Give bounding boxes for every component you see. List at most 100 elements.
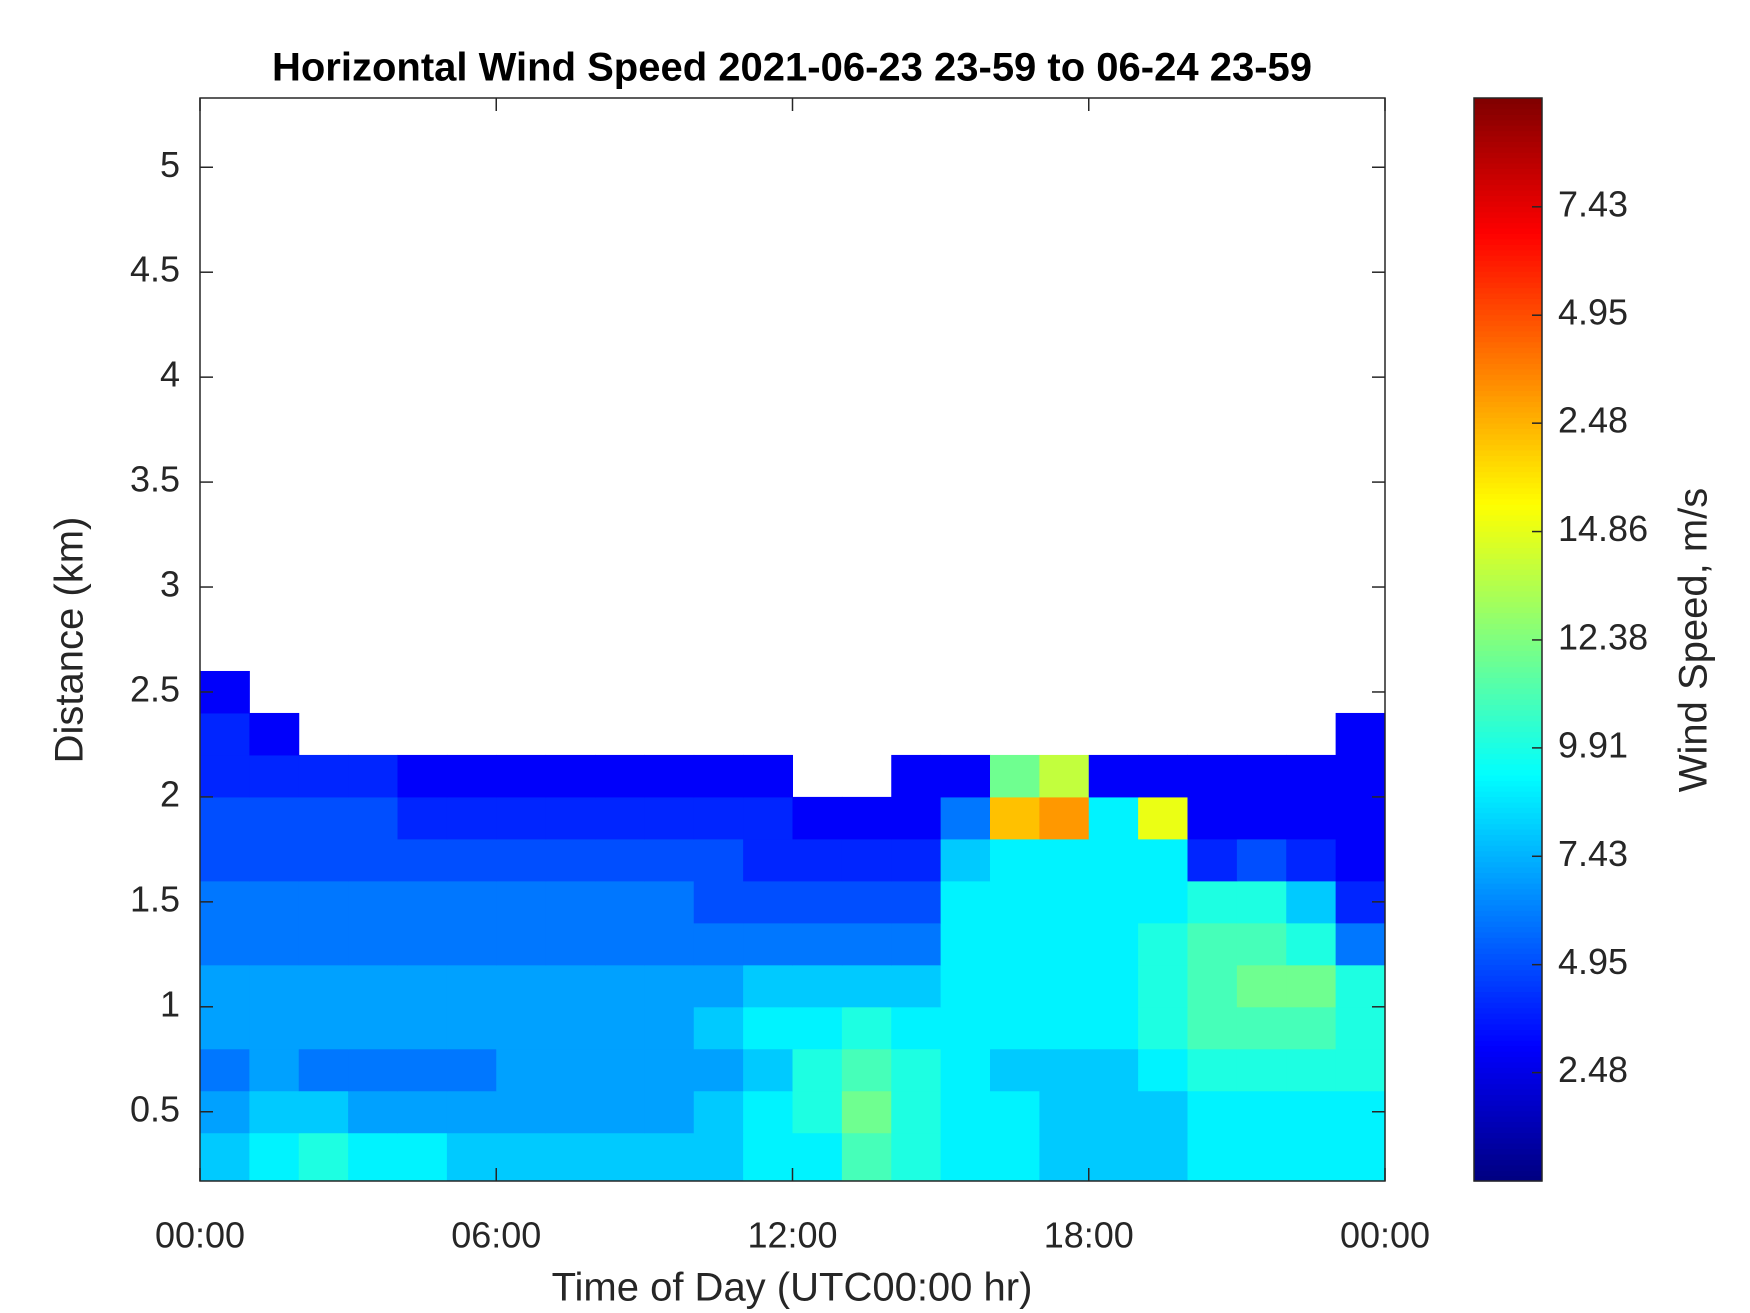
colorbar-segment xyxy=(1474,1143,1542,1150)
heatmap-cell xyxy=(298,964,349,1008)
colorbar-segment xyxy=(1474,986,1542,993)
colorbar-segment xyxy=(1474,623,1542,630)
colorbar-segment xyxy=(1474,969,1542,976)
heatmap-cell xyxy=(1138,1132,1188,1181)
heatmap-cell xyxy=(841,880,892,924)
heatmap-cell xyxy=(841,964,892,1008)
colorbar-segment xyxy=(1474,1078,1542,1085)
heatmap-cell xyxy=(792,1048,843,1092)
heatmap-cell xyxy=(1039,1090,1090,1134)
colorbar-segment xyxy=(1474,162,1542,169)
colorbar-segment xyxy=(1474,1029,1542,1036)
y-tick-label: 2.5 xyxy=(130,668,180,709)
heatmap-cell xyxy=(1335,712,1385,756)
heatmap-cell xyxy=(841,1048,892,1092)
heatmap-cell xyxy=(1039,964,1090,1008)
colorbar-segment xyxy=(1474,655,1542,662)
heatmap-cell xyxy=(990,796,1040,840)
heatmap-cell xyxy=(1335,1048,1385,1092)
heatmap-cell xyxy=(891,1006,942,1050)
colorbar-segment xyxy=(1474,996,1542,1003)
colorbar-segment xyxy=(1474,742,1542,749)
colorbar-segment xyxy=(1474,1002,1542,1009)
colorbar-segment xyxy=(1474,942,1542,949)
colorbar-segment xyxy=(1474,206,1542,213)
colorbar-segment xyxy=(1474,590,1542,597)
heatmap-cell xyxy=(249,922,300,966)
heatmap-cell xyxy=(397,838,448,882)
heatmap-cell xyxy=(841,838,892,882)
colorbar-segment xyxy=(1474,314,1542,321)
heatmap-cell xyxy=(1236,838,1287,882)
colorbar-segment xyxy=(1474,818,1542,825)
colorbar-segment xyxy=(1474,1164,1542,1171)
heatmap-cell xyxy=(1236,1048,1287,1092)
colorbar-segment xyxy=(1474,352,1542,359)
heatmap-cell xyxy=(891,796,942,840)
heatmap-cell xyxy=(397,1132,448,1181)
heatmap-cell xyxy=(891,922,942,966)
colorbar-segment xyxy=(1474,883,1542,890)
heatmap-cell xyxy=(595,1132,645,1181)
heatmap-cell xyxy=(1088,1090,1139,1134)
heatmap-cell xyxy=(496,838,547,882)
colorbar-segment xyxy=(1474,379,1542,386)
heatmap-cell xyxy=(545,922,596,966)
colorbar-segment xyxy=(1474,1007,1542,1014)
colorbar-segment xyxy=(1474,791,1542,798)
colorbar-segment xyxy=(1474,628,1542,635)
colorbar-segment xyxy=(1474,108,1542,115)
heatmap-cell xyxy=(298,754,349,798)
colorbar-segment xyxy=(1474,796,1542,803)
heatmap-cell xyxy=(249,838,300,882)
heatmap-cell xyxy=(545,1048,596,1092)
colorbar-segment xyxy=(1474,422,1542,429)
colorbar-segment xyxy=(1474,1088,1542,1095)
colorbar-segment xyxy=(1474,320,1542,327)
heatmap-cell xyxy=(1138,1090,1188,1134)
heatmap-cell xyxy=(595,1048,645,1092)
colorbar-tick-label: 12.38 xyxy=(1558,616,1648,657)
heatmap-cell xyxy=(1039,1048,1090,1092)
heatmap-cell xyxy=(644,1006,695,1050)
colorbar-segment xyxy=(1474,1175,1542,1182)
colorbar-segment xyxy=(1474,292,1542,299)
heatmap-cell xyxy=(1335,922,1385,966)
heatmap-cell xyxy=(644,1048,695,1092)
heatmap-cell xyxy=(990,880,1040,924)
heatmap-cell xyxy=(545,1132,596,1181)
colorbar-segment xyxy=(1474,780,1542,787)
heatmap-cell xyxy=(249,1006,300,1050)
colorbar-segment xyxy=(1474,579,1542,586)
heatmap-cell xyxy=(990,964,1040,1008)
heatmap-cell xyxy=(1187,1006,1238,1050)
colorbar-segment xyxy=(1474,991,1542,998)
heatmap-cell xyxy=(644,1132,695,1181)
colorbar-segment xyxy=(1474,574,1542,581)
heatmap-cell xyxy=(1039,796,1090,840)
x-tick-label: 00:00 xyxy=(155,1215,245,1256)
heatmap-cell xyxy=(1286,838,1337,882)
heatmap-cell xyxy=(1039,880,1090,924)
colorbar-segment xyxy=(1474,699,1542,706)
x-tick-label: 00:00 xyxy=(1340,1215,1430,1256)
colorbar-segment xyxy=(1474,731,1542,738)
colorbar-segment xyxy=(1474,558,1542,565)
heatmap-cell xyxy=(1236,922,1287,966)
colorbar-segment xyxy=(1474,498,1542,505)
heatmap-cell xyxy=(891,754,942,798)
heatmap-cell xyxy=(693,1048,744,1092)
colorbar-segment xyxy=(1474,363,1542,370)
heatmap-cell xyxy=(1286,754,1337,798)
heatmap-cell xyxy=(940,964,991,1008)
colorbar-segment xyxy=(1474,850,1542,857)
colorbar-tick-label: 14.86 xyxy=(1558,508,1648,549)
heatmap-cell xyxy=(298,1090,349,1134)
heatmap-cell xyxy=(348,754,398,798)
colorbar-segment xyxy=(1474,736,1542,743)
colorbar-segment xyxy=(1474,937,1542,944)
heatmap-cell xyxy=(990,1132,1040,1181)
heatmap-cell xyxy=(298,1132,349,1181)
heatmap-cell xyxy=(249,712,300,756)
